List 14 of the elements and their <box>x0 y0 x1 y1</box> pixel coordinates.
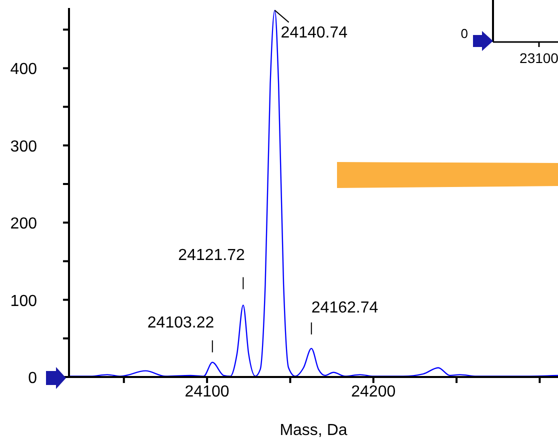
y-tick-label: 200 <box>10 216 38 233</box>
annotation: 0 <box>460 26 468 41</box>
y-tick-label: 300 <box>10 138 38 156</box>
annotation: 24140.74 <box>280 24 348 42</box>
x-tick-label: 24200 <box>351 383 396 400</box>
x-axis-title: Mass, Da <box>280 422 348 439</box>
annotation: 24162.74 <box>311 299 378 316</box>
y-tick-label: 100 <box>10 292 38 310</box>
annotation: 23100 <box>520 50 558 66</box>
annotation: 24103.22 <box>147 314 214 332</box>
y-tick-label: 400 <box>10 61 38 78</box>
x-tick-label: 24100 <box>184 383 230 400</box>
y-tick-label: 0 <box>28 370 38 387</box>
annotation: 24121.72 <box>178 247 246 264</box>
